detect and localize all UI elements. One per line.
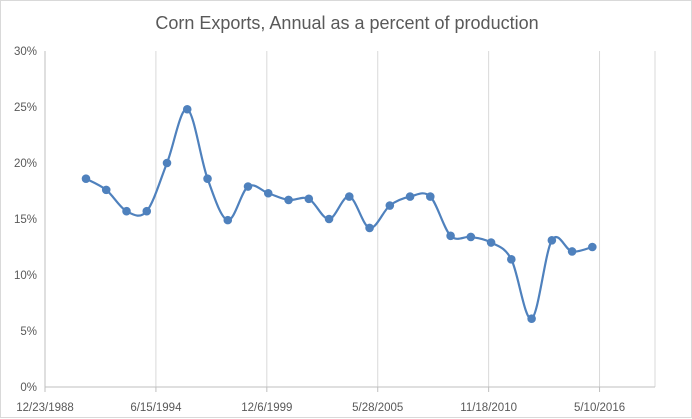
y-axis-tick-labels: 0% 5% 10% 15% 20% 25% 30%: [14, 46, 37, 394]
y-tick-label: 30%: [14, 46, 37, 58]
y-tick-label: 5%: [20, 326, 37, 338]
x-tick-label: 12/6/1999: [241, 402, 292, 414]
x-tick-label: 5/28/2005: [352, 402, 403, 414]
data-point: [324, 214, 334, 224]
y-tick-label: 20%: [14, 158, 37, 170]
data-point: [425, 192, 435, 201]
data-point: [466, 232, 476, 242]
data-point: [122, 206, 131, 216]
data-point: [385, 201, 395, 210]
data-point: [182, 104, 192, 114]
data-point: [203, 174, 212, 183]
data-point: [81, 174, 91, 183]
data-point: [263, 188, 273, 198]
x-axis-tick-labels: 12/23/1988 6/15/1994 12/6/1999 5/28/2005 11/…: [16, 402, 625, 414]
y-tick-label: 15%: [14, 214, 37, 226]
chart-title: Corn Exports, Annual as a percent of pro…: [155, 13, 538, 33]
series-line: [85, 108, 593, 320]
data-point: [243, 182, 253, 191]
x-tick-label: 5/10/2016: [574, 402, 625, 414]
x-tick-label: 12/23/1988: [16, 402, 74, 414]
data-point: [101, 185, 111, 195]
data-point: [547, 235, 557, 245]
y-tick-label: 0%: [20, 382, 37, 394]
series-layer: [81, 104, 597, 323]
x-tick-label: 11/18/2010: [460, 402, 517, 414]
data-point: [344, 192, 354, 201]
x-tick-label: 6/15/1994: [130, 402, 182, 414]
data-point: [507, 255, 516, 264]
data-point: [284, 195, 293, 205]
data-point: [223, 215, 233, 225]
data-point: [162, 158, 172, 168]
data-point: [588, 242, 597, 252]
data-point: [446, 231, 455, 241]
y-tick-label: 25%: [14, 102, 37, 114]
data-point: [567, 247, 577, 256]
gridlines: [155, 51, 656, 387]
data-point: [142, 206, 152, 216]
data-point: [527, 314, 536, 323]
data-point: [405, 192, 415, 201]
data-point: [486, 238, 496, 247]
y-tick-label: 10%: [14, 270, 37, 282]
axes: [44, 51, 655, 392]
data-point: [304, 194, 314, 204]
data-point: [365, 223, 374, 233]
